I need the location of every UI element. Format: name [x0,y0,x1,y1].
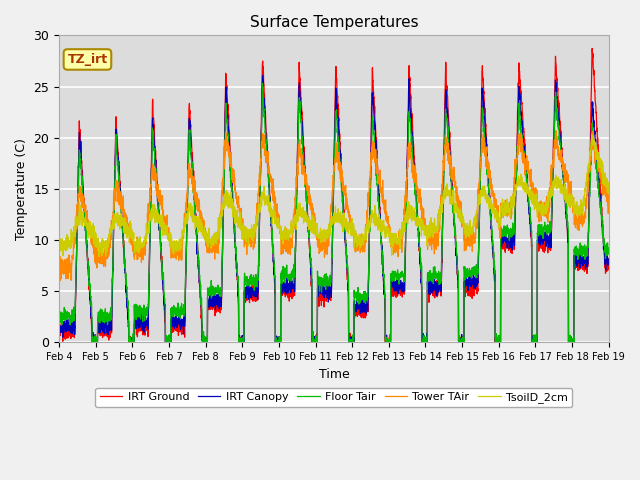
IRT Ground [535,248,543,254]
Line: IRT Ground: IRT Ground [59,48,609,342]
IRT Ground [88,339,96,345]
Line: IRT Canopy: IRT Canopy [59,76,609,342]
TsoilD_2cm [151,202,159,208]
Tower TAir [290,226,298,232]
Floor Tair [88,339,96,345]
Floor Tair [290,261,298,267]
Y-axis label: Temperature (C): Temperature (C) [15,138,28,240]
Floor Tair [605,245,612,251]
IRT Canopy [151,145,159,151]
Title: Surface Temperatures: Surface Temperatures [250,15,418,30]
TsoilD_2cm [588,132,596,138]
IRT Ground [266,203,274,208]
IRT Canopy [259,73,266,79]
Floor Tair [259,81,266,86]
IRT Ground [118,219,126,225]
TsoilD_2cm [118,222,126,228]
Text: TZ_irt: TZ_irt [67,53,108,66]
Line: Tower TAir: Tower TAir [59,131,609,280]
TsoilD_2cm [535,204,543,209]
TsoilD_2cm [266,203,274,208]
Tower TAir [118,207,126,213]
IRT Ground [151,138,159,144]
IRT Ground [588,46,596,51]
Tower TAir [151,171,159,177]
Tower TAir [55,255,63,261]
Floor Tair [535,225,543,230]
IRT Ground [595,142,602,148]
Floor Tair [151,153,159,159]
Line: TsoilD_2cm: TsoilD_2cm [59,135,609,256]
IRT Ground [55,323,63,329]
Floor Tair [55,307,63,312]
Floor Tair [266,203,274,208]
Tower TAir [595,155,602,161]
IRT Canopy [55,318,63,324]
Tower TAir [266,171,274,177]
IRT Canopy [595,176,602,181]
TsoilD_2cm [55,239,63,244]
IRT Canopy [290,286,298,291]
Tower TAir [552,128,560,133]
IRT Canopy [88,339,96,345]
IRT Ground [290,290,298,296]
Line: Floor Tair: Floor Tair [59,84,609,342]
IRT Canopy [118,221,126,227]
TsoilD_2cm [290,224,298,230]
IRT Canopy [266,210,274,216]
IRT Canopy [605,257,612,263]
Tower TAir [535,207,543,213]
Tower TAir [56,277,64,283]
IRT Canopy [535,239,543,245]
TsoilD_2cm [605,189,612,195]
TsoilD_2cm [95,253,103,259]
Floor Tair [118,225,126,230]
Tower TAir [605,201,612,206]
TsoilD_2cm [595,157,602,163]
Legend: IRT Ground, IRT Canopy, Floor Tair, Tower TAir, TsoilD_2cm: IRT Ground, IRT Canopy, Floor Tair, Towe… [95,388,572,408]
X-axis label: Time: Time [319,368,349,381]
IRT Ground [605,263,612,269]
Floor Tair [595,186,602,192]
